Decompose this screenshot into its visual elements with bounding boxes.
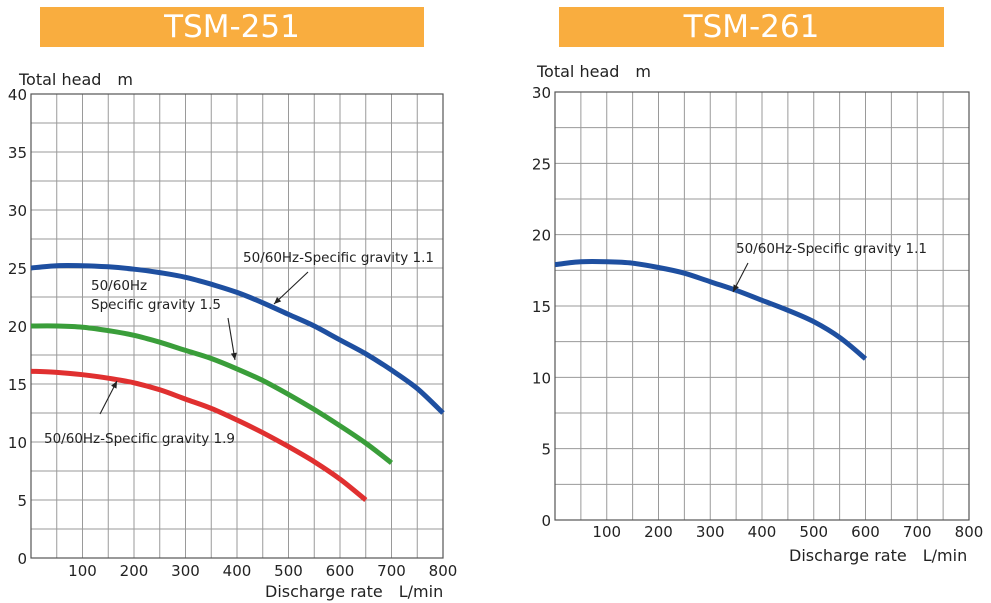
chart-1-series-line-3 — [30, 368, 368, 502]
chart-2-y-axis-label: Total head m — [537, 62, 651, 81]
chart-1-annotation-label: 50/60Hz-Specific gravity 1.9 — [44, 431, 235, 447]
chart-1-annotation-arrow-line — [273, 271, 309, 305]
chart-1-annotation-label: 50/60Hz — [91, 278, 147, 294]
chart-2-annotation-arrowhead — [733, 284, 739, 292]
chart-1-y-axis-label: Total head m — [19, 70, 133, 89]
chart-1-title: TSM-251 — [164, 9, 300, 45]
chart-1-x-tick-label: 300 — [171, 562, 200, 580]
chart-2-x-tick-label: 800 — [955, 523, 984, 541]
chart-2-x-tick-label: 200 — [644, 523, 673, 541]
chart-1-series-line-1 — [30, 262, 445, 415]
chart-1-x-tick-label: 800 — [429, 562, 458, 580]
chart-2-title-banner: TSM-261 — [559, 7, 944, 47]
chart-2-x-tick-label: 300 — [696, 523, 725, 541]
chart-1-annotation-arrow-line — [227, 317, 236, 361]
chart-1-x-tick-label: 700 — [377, 562, 406, 580]
chart-1-series-line-2 — [30, 323, 394, 465]
chart-1-x-tick-label: 600 — [326, 562, 355, 580]
chart-1-y-tick-label: 10 — [8, 434, 27, 452]
chart-2-x-axis-label: Discharge rate L/min — [789, 546, 968, 565]
chart-1-y-tick-label: 30 — [8, 202, 27, 220]
chart-2-x-tick-label: 700 — [903, 523, 932, 541]
chart-2-x-tick-label: 500 — [799, 523, 828, 541]
chart-1-annotation-arrowhead — [111, 381, 117, 389]
chart-2-y-tick-label: 30 — [532, 84, 551, 102]
chart-2-y-tick-label: 20 — [532, 227, 551, 245]
chart-2-annotation-label: 50/60Hz-Specific gravity 1.1 — [736, 241, 927, 257]
chart-2-title: TSM-261 — [683, 9, 820, 45]
chart-1-x-tick-label: 100 — [68, 562, 97, 580]
chart-1-x-axis-label: Discharge rate L/min — [265, 582, 444, 601]
chart-1-y-tick-label: 25 — [8, 260, 27, 278]
chart-1-x-tick-label: 200 — [120, 562, 149, 580]
chart-1-annotation-label: 50/60Hz-Specific gravity 1.1 — [243, 250, 434, 266]
chart-1-title-banner: TSM-251 — [40, 7, 424, 47]
chart-2-y-tick-label: 15 — [532, 298, 551, 316]
chart-2-plot-frame — [554, 91, 970, 521]
chart-2-plot: 0 5 10 15 20 25 30 100 200 300 400 500 600 700 800 50/6… — [532, 84, 983, 541]
chart-2-y-tick-label: 25 — [532, 155, 551, 173]
chart-1-y-tick-label: 0 — [17, 550, 27, 568]
chart-1-x-tick-label: 500 — [274, 562, 303, 580]
chart-2-y-tick-label: 5 — [541, 441, 551, 459]
chart-1-annotation-arrowhead — [274, 297, 282, 304]
chart-1-plot: 0 5 10 15 20 25 30 35 40 100 200 300 400 500 600 700 800… — [8, 86, 457, 580]
chart-1-y-tick-label: 5 — [17, 492, 27, 510]
chart-2-series-line-1 — [554, 259, 868, 361]
chart-1-annotation-arrowhead — [230, 352, 237, 360]
chart-2-y-tick-label: 10 — [532, 369, 551, 387]
chart-1-annotation-label: Specific gravity 1.5 — [91, 297, 221, 313]
chart-1-y-tick-label: 40 — [8, 86, 27, 104]
chart-1-y-tick-label: 15 — [8, 376, 27, 394]
chart-2-x-tick-label: 100 — [592, 523, 621, 541]
chart-1-y-tick-label: 20 — [8, 318, 27, 336]
chart-1-x-tick-label: 400 — [223, 562, 252, 580]
chart-2-x-tick-label: 400 — [748, 523, 777, 541]
chart-1-y-tick-label: 35 — [8, 144, 27, 162]
chart-2-y-tick-label: 0 — [541, 512, 551, 530]
chart-2-x-tick-label: 600 — [851, 523, 880, 541]
